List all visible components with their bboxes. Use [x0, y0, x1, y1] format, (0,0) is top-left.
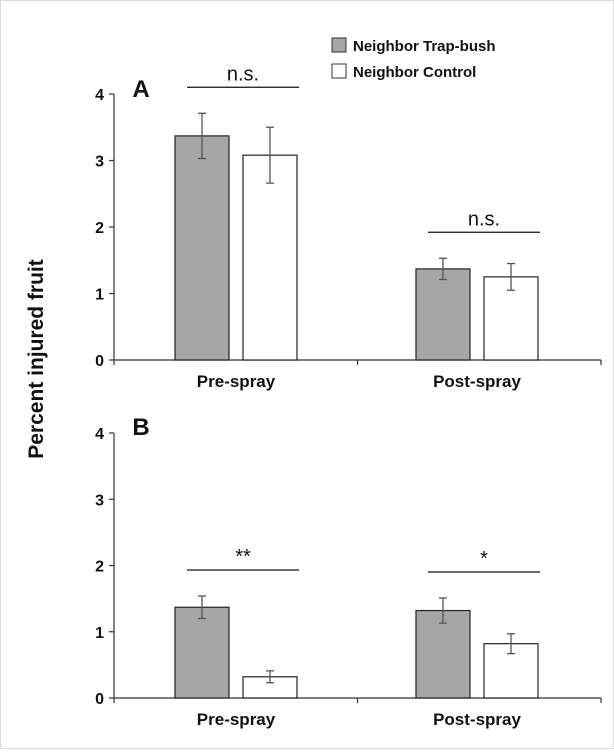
- y-tick-label: 2: [95, 559, 104, 576]
- legend-swatch-trap-bush: [331, 37, 347, 53]
- y-tick-label: 0: [95, 353, 104, 370]
- legend-swatch-control: [331, 63, 347, 79]
- legend: Neighbor Trap-bush Neighbor Control: [331, 37, 496, 81]
- y-tick-label: 3: [95, 154, 104, 171]
- panel-a: 0 1 2 3 4 Pre-spray n.s. Post-spray n.s. A: [95, 63, 602, 391]
- bar-trap-bush: [415, 268, 471, 361]
- bar-control: [242, 154, 298, 361]
- panel-b: 0 1 2 3 4 Pre-spray ** Post-spray * B: [95, 414, 602, 729]
- x-category-label: Pre-spray: [197, 710, 276, 729]
- y-tick-label: 2: [95, 220, 104, 237]
- significance-label: *: [480, 548, 488, 570]
- y-axis-label: Percent injured fruit: [25, 259, 48, 459]
- y-tick-label: 1: [95, 287, 104, 304]
- legend-label-trap-bush: Neighbor Trap-bush: [353, 38, 496, 55]
- x-category-label: Pre-spray: [197, 372, 276, 391]
- significance-label: n.s.: [227, 63, 259, 85]
- x-category-label: Post-spray: [433, 372, 521, 391]
- y-tick-label: 1: [95, 625, 104, 642]
- bar-trap-bush: [174, 606, 230, 699]
- y-tick-label: 4: [95, 426, 104, 443]
- bar-trap-bush: [174, 135, 230, 361]
- significance-label: n.s.: [468, 208, 500, 230]
- y-tick-label: 0: [95, 691, 104, 708]
- significance-label: **: [235, 546, 251, 568]
- panel-label: A: [132, 76, 149, 103]
- x-category-label: Post-spray: [433, 710, 521, 729]
- y-tick-label: 3: [95, 492, 104, 509]
- legend-label-control: Neighbor Control: [353, 64, 476, 81]
- panel-label: B: [132, 414, 149, 441]
- y-tick-label: 4: [95, 87, 104, 104]
